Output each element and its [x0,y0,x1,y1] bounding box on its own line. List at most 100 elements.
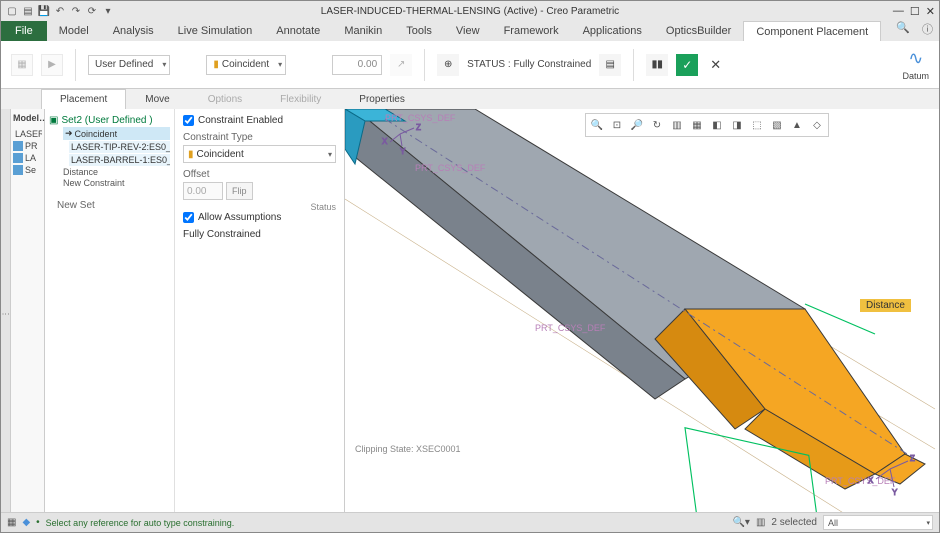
main-area: ⋮ Model… LASER PR LA Se ▣ Set2 (User Def… [1,109,939,514]
tab-analysis[interactable]: Analysis [101,21,166,41]
constraint-coincident[interactable]: ➜ Coincident [63,127,170,140]
btn-a[interactable]: ▦ [11,54,33,76]
csys-label: PRT_CSYS_DEF [535,323,606,333]
cancel-button[interactable]: ✕ [706,57,725,73]
csys-label: PRT_CSYS_DEF [825,476,896,486]
vp7-icon[interactable]: ▲ [788,116,806,134]
repaint-icon[interactable]: ↻ [648,116,666,134]
flip-button[interactable]: Flip [226,182,253,200]
close-icon[interactable]: ✕ [926,5,935,18]
svg-text:X: X [382,137,388,146]
datum-icon[interactable]: ∿ [908,48,923,69]
tab-manikin[interactable]: Manikin [332,21,394,41]
statusbar: ▦ ◆ • Select any reference for auto type… [1,512,939,532]
vp6-icon[interactable]: ▧ [768,116,786,134]
status-text: STATUS : Fully Constrained [467,59,591,70]
zoom-in-icon[interactable]: 🔍 [588,116,606,134]
placement-panel: ▣ Set2 (User Defined ) ➜ Coincident LASE… [45,109,345,514]
tab-model[interactable]: Model [47,21,101,41]
tab-applications[interactable]: Applications [571,21,654,41]
view-toolbar: 🔍 ⊡ 🔎 ↻ ▥ ▦ ◧ ◨ ⬚ ▧ ▲ ◇ [585,113,829,137]
subtab-properties[interactable]: Properties [340,89,424,109]
regen-icon[interactable]: ⟳ [85,4,99,18]
tab-framework[interactable]: Framework [492,21,571,41]
vp4-icon[interactable]: ◨ [728,116,746,134]
quick-access: ▢ ▤ 💾 ↶ ↷ ⟳ ▾ [1,4,115,18]
find-icon[interactable]: 🔍▾ [732,517,749,528]
search-icon[interactable]: 🔍 [890,21,916,41]
new-icon[interactable]: ▢ [5,4,19,18]
vp2-icon[interactable]: ▦ [688,116,706,134]
csys-label: PRT_CSYS_DEF [385,113,456,123]
selected-count: 2 selected [771,517,817,528]
constraint-type-select[interactable]: ▮Coincident [183,145,336,163]
tab-component-placement[interactable]: Component Placement [743,21,881,41]
constraint-set-list: ▣ Set2 (User Defined ) ➜ Coincident LASE… [45,109,175,514]
svg-text:X: X [868,476,874,485]
constraint-enabled-check[interactable]: Constraint Enabled [183,115,336,126]
zoom-fit-icon[interactable]: ⊡ [608,116,626,134]
tree-item[interactable]: LASER [13,129,42,139]
open-icon[interactable]: ▤ [21,4,35,18]
new-set[interactable]: New Set [57,200,170,211]
zoom-out-icon[interactable]: 🔎 [628,116,646,134]
ribbon-tabs: File Model Analysis Live Simulation Anno… [1,21,939,41]
minimize-icon[interactable]: — [893,5,904,18]
datum-group: ∿ Datum [902,48,929,81]
distance-constraint[interactable]: Distance [63,167,170,177]
sb-bullet-icon: • [36,517,40,528]
tab-tools[interactable]: Tools [394,21,444,41]
vp5-icon[interactable]: ⬚ [748,116,766,134]
vp3-icon[interactable]: ◧ [708,116,726,134]
ref-item-2[interactable]: LASER-BARREL-1:ES0_EO1_… [69,154,170,166]
viewport[interactable]: 🔍 ⊡ 🔎 ↻ ▥ ▦ ◧ ◨ ⬚ ▧ ▲ ◇ [345,109,939,514]
sb-icon2[interactable]: ◆ [22,517,30,528]
save-icon[interactable]: 💾 [37,4,51,18]
help-icon[interactable]: ⓘ [916,21,939,41]
new-constraint[interactable]: New Constraint [63,178,170,188]
tree-item[interactable]: PR [13,141,42,151]
tab-opticsbuilder[interactable]: OpticsBuilder [654,21,743,41]
ribbon: ▦ ▶ User Defined ▮Coincident ↗ ⊕ STATUS … [1,41,939,89]
status-icon: ⊕ [437,54,459,76]
window-title: LASER-INDUCED-THERMAL-LENSING (Active) -… [321,6,619,17]
accept-button[interactable]: ✓ [676,54,698,76]
subtab-placement[interactable]: Placement [41,89,126,109]
tree-item[interactable]: LA [13,153,42,163]
filter-icon[interactable]: ▥ [756,517,765,528]
distance-tag[interactable]: Distance [860,299,911,312]
tab-view[interactable]: View [444,21,492,41]
offset-label: Offset [183,169,336,180]
file-tab[interactable]: File [1,21,47,41]
status-sublabel: Status [183,202,336,212]
left-edge-handle[interactable]: ⋮ [1,109,11,514]
tab-annotate[interactable]: Annotate [264,21,332,41]
vp1-icon[interactable]: ▥ [668,116,686,134]
maximize-icon[interactable]: ☐ [910,5,920,18]
offset-input[interactable] [332,55,382,75]
subtab-move[interactable]: Move [126,89,188,109]
subtab-flexibility: Flexibility [261,89,340,109]
status-detail-icon[interactable]: ▤ [599,54,621,76]
more-icon[interactable]: ▾ [101,4,115,18]
allow-assumptions-check[interactable]: Allow Assumptions [183,212,336,223]
btn-b[interactable]: ▶ [41,54,63,76]
undo-icon[interactable]: ↶ [53,4,67,18]
sb-icon1[interactable]: ▦ [7,517,16,528]
vp8-icon[interactable]: ◇ [808,116,826,134]
pause-icon[interactable]: ▮▮ [646,54,668,76]
svg-text:Z: Z [416,123,421,132]
constraint-type-dropdown[interactable]: ▮Coincident [206,55,286,75]
redo-icon[interactable]: ↷ [69,4,83,18]
constraint-dd-label: Coincident [222,59,269,70]
offset-field[interactable] [183,182,223,200]
ref-item-1[interactable]: LASER-TIP-REV-2:ES0_EO1_… [69,141,170,153]
flip-icon[interactable]: ↗ [390,54,412,76]
tree-item[interactable]: Se [13,165,42,175]
datum-label: Datum [902,71,929,81]
selection-filter[interactable]: All [823,515,933,530]
set-header[interactable]: ▣ Set2 (User Defined ) [49,115,170,126]
tab-live-simulation[interactable]: Live Simulation [166,21,265,41]
user-defined-dropdown[interactable]: User Defined [88,55,170,75]
model-tree: Model… LASER PR LA Se [11,109,45,514]
